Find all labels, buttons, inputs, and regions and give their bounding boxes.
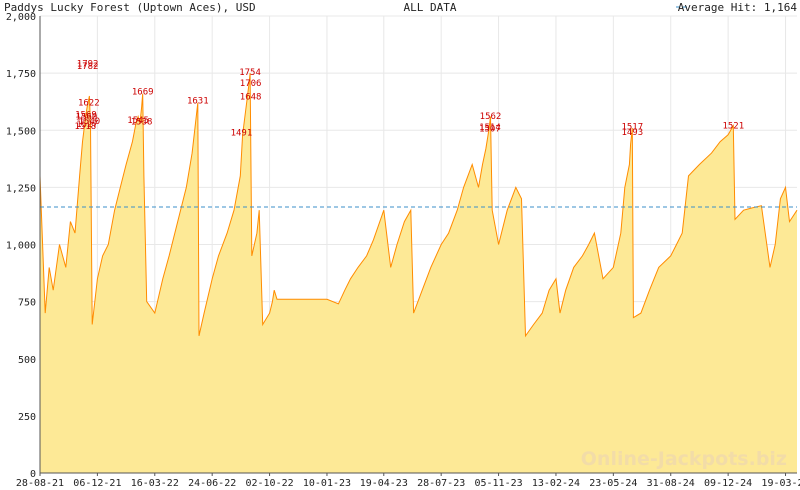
peak-label: 1754 bbox=[239, 68, 261, 78]
peak-label: 1782 bbox=[77, 62, 99, 72]
y-tick-label: 1,250 bbox=[6, 183, 36, 194]
peak-label: 1518 bbox=[74, 122, 96, 132]
x-tick-label: 19-04-23 bbox=[360, 478, 408, 489]
y-tick-label: 750 bbox=[18, 298, 36, 309]
x-tick-label: 28-08-21 bbox=[16, 478, 64, 489]
peak-label: 1560 bbox=[76, 113, 98, 123]
peak-label: 1706 bbox=[240, 79, 262, 89]
series-area bbox=[39, 73, 798, 473]
peak-label: 1514 bbox=[479, 123, 501, 133]
x-tick-label: 02-10-22 bbox=[245, 478, 293, 489]
x-tick-label: 13-02-24 bbox=[532, 478, 580, 489]
peak-label: 1569 bbox=[75, 110, 97, 120]
x-tick-label: 19-03-25 bbox=[761, 478, 800, 489]
peak-label: 1538 bbox=[131, 118, 153, 128]
series-line bbox=[39, 73, 798, 338]
x-tick-labels: 28-08-21 06-12-21 16-03-22 24-06-22 02-10-22… bbox=[16, 478, 800, 489]
peak-label: 1491 bbox=[231, 128, 253, 138]
y-tick-label: 500 bbox=[18, 355, 36, 366]
peak-label: 1648 bbox=[240, 92, 262, 102]
x-tick-label: 10-01-23 bbox=[303, 478, 351, 489]
watermark: Online-Jackpots.biz bbox=[581, 448, 787, 470]
peak-label: 1527 bbox=[76, 120, 98, 130]
y-tick-label: 250 bbox=[18, 412, 36, 423]
peak-label: 1521 bbox=[722, 121, 744, 131]
y-tick-label: 0 bbox=[30, 469, 36, 480]
x-tick-label: 05-11-23 bbox=[474, 478, 522, 489]
y-tick-label: 1,500 bbox=[6, 126, 36, 137]
peak-label: 1622 bbox=[78, 98, 100, 108]
legend-average-label: Average Hit: 1,164 bbox=[678, 1, 798, 14]
peak-label: 1545 bbox=[127, 116, 149, 126]
series-fill bbox=[40, 73, 797, 473]
peak-label: 1669 bbox=[132, 88, 154, 98]
x-tick-label: 24-06-22 bbox=[188, 478, 236, 489]
axes bbox=[39, 16, 797, 476]
y-tick-label: 1,750 bbox=[6, 69, 36, 80]
peak-label: 1540 bbox=[79, 117, 101, 127]
y-tick-labels: 0 250 500 750 1,000 1,250 1,500 1,750 2,000 bbox=[6, 12, 36, 480]
x-tick-label: 06-12-21 bbox=[73, 478, 121, 489]
x-tick-label: 09-12-24 bbox=[704, 478, 752, 489]
x-tick-label: 31-08-24 bbox=[647, 478, 695, 489]
peak-label: 1631 bbox=[187, 96, 209, 106]
peak-label: 1562 bbox=[480, 112, 502, 122]
x-tick-label: 16-03-22 bbox=[131, 478, 179, 489]
peak-label: 1493 bbox=[621, 128, 643, 138]
peak-label: 1792 bbox=[77, 60, 99, 70]
x-tick-label: 23-05-24 bbox=[589, 478, 637, 489]
chart-subtitle: ALL DATA bbox=[404, 1, 457, 14]
chart-title: Paddys Lucky Forest (Uptown Aces), USD bbox=[4, 1, 256, 14]
peak-label: 1517 bbox=[621, 122, 643, 132]
x-tick-label: 28-07-23 bbox=[417, 478, 465, 489]
peak-label: 1507 bbox=[479, 125, 501, 135]
y-tick-label: 2,000 bbox=[6, 12, 36, 23]
y-tick-label: 1,000 bbox=[6, 241, 36, 252]
